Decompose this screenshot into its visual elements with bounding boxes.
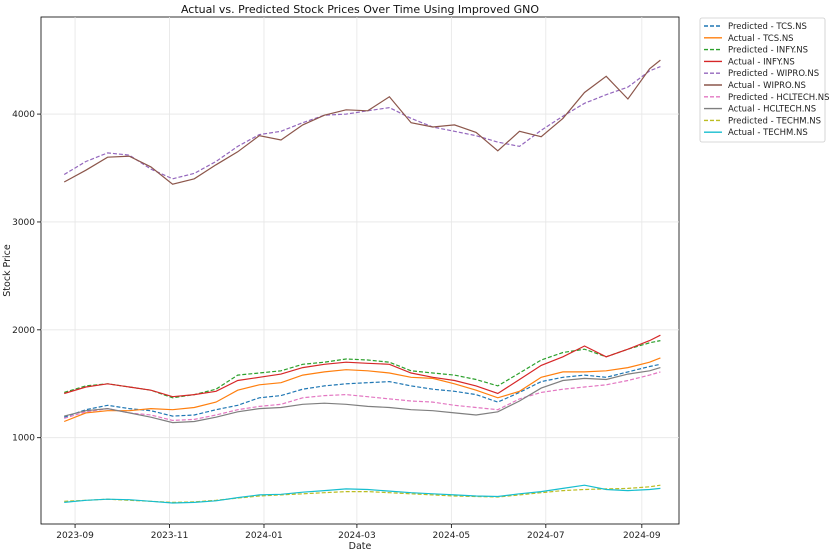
series-line-predicted-infy-ns <box>64 340 661 399</box>
y-axis-label: Stock Price <box>2 244 13 297</box>
x-tick-label: 2024-03 <box>338 531 376 541</box>
x-axis: 2023-09 2023-11 2024-01 2024-03 2024-05 2024-… <box>56 524 661 541</box>
series-line-actual-hcltech-ns <box>64 367 661 424</box>
series-line-predicted-tcs-ns <box>64 363 661 418</box>
series-line-actual-wipro-ns <box>63 59 661 185</box>
legend-entry: Predicted - TECHM.NS <box>728 116 821 126</box>
legend-entry: Predicted - TCS.NS <box>728 22 807 32</box>
legend-entry: Actual - INFY.NS <box>728 57 795 67</box>
legend-box <box>699 17 826 143</box>
series-line-actual-techm-ns <box>64 484 661 504</box>
y-tick-label: 1000 <box>12 434 35 444</box>
chart-title: Actual vs. Predicted Stock Prices Over T… <box>181 3 539 16</box>
series-line-actual-infy-ns <box>64 334 661 398</box>
legend-entry: Predicted - HCLTECH.NS <box>728 93 829 103</box>
plot-area <box>40 16 680 525</box>
x-tick-label: 2023-11 <box>151 531 189 541</box>
series-line-predicted-techm-ns <box>64 484 661 504</box>
legend-entry: Actual - HCLTECH.NS <box>728 105 816 115</box>
series-line-actual-tcs-ns <box>63 357 661 423</box>
legend: Predicted - TCS.NS Actual - TCS.NS Predict… <box>699 17 829 143</box>
series-line-predicted-wipro-ns <box>63 66 661 180</box>
x-tick-label: 2024-01 <box>245 531 283 541</box>
x-axis-label: Date <box>349 541 372 552</box>
legend-entry: Actual - TCS.NS <box>728 34 794 44</box>
series-lines <box>63 59 661 504</box>
x-tick-label: 2024-09 <box>623 531 661 541</box>
gridlines <box>41 17 679 524</box>
x-tick-label: 2024-07 <box>527 531 565 541</box>
legend-entry: Actual - TECHM.NS <box>728 128 808 138</box>
x-tick-label: 2023-09 <box>56 531 94 541</box>
legend-entry: Predicted - WIPRO.NS <box>728 69 819 79</box>
x-tick-label: 2024-05 <box>433 531 471 541</box>
legend-entry: Predicted - INFY.NS <box>728 46 808 56</box>
y-tick-label: 3000 <box>12 218 35 228</box>
series-line-predicted-hcltech-ns <box>64 371 661 422</box>
y-axis: 1000 2000 3000 4000 <box>12 110 41 444</box>
y-tick-label: 4000 <box>12 110 35 120</box>
y-tick-label: 2000 <box>12 326 35 336</box>
legend-entry: Actual - WIPRO.NS <box>728 81 806 91</box>
